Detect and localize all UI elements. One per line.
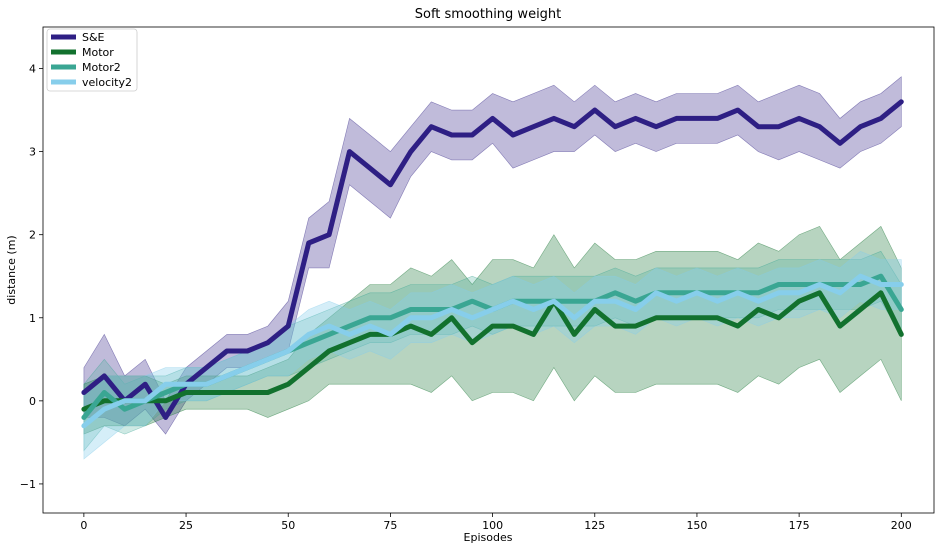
x-tick-label: 175 <box>789 519 810 532</box>
legend-label-velocity2: velocity2 <box>82 76 132 89</box>
x-axis: 0 25 50 75 100 125 150 175 200 <box>80 513 912 532</box>
x-tick-label: 0 <box>80 519 87 532</box>
series-line-motor <box>81 290 904 412</box>
series-line-velocity2 <box>81 273 904 429</box>
legend: S&E Motor Motor2 velocity2 <box>46 28 138 92</box>
legend-label-motor2: Motor2 <box>82 61 121 74</box>
y-tick-label: −1 <box>20 478 36 491</box>
series-line-s-e <box>81 99 904 420</box>
series-lines <box>81 99 904 429</box>
y-tick-label: 0 <box>29 395 36 408</box>
legend-label-motor: Motor <box>82 46 114 59</box>
x-tick-label: 75 <box>383 519 397 532</box>
confidence-bands <box>83 76 902 460</box>
x-tick-label: 50 <box>281 519 295 532</box>
x-tick-label: 25 <box>179 519 193 532</box>
series-band-s-e <box>83 76 902 435</box>
x-tick-label: 100 <box>482 519 503 532</box>
y-tick-label: 2 <box>29 229 36 242</box>
legend-label-s-e: S&E <box>82 31 105 44</box>
plot-frame <box>42 26 935 514</box>
chart-title: Soft smoothing weight <box>415 7 562 22</box>
legend-box <box>46 28 138 92</box>
y-tick-label: 3 <box>29 146 36 159</box>
x-axis-title: Episodes <box>464 531 513 544</box>
y-axis: −1 0 1 2 3 4 <box>20 63 43 491</box>
y-tick-label: 4 <box>29 63 36 76</box>
x-tick-label: 125 <box>584 519 605 532</box>
y-tick-label: 1 <box>29 312 36 325</box>
x-tick-label: 150 <box>686 519 707 532</box>
y-axis-title: distance (m) <box>5 235 18 304</box>
x-tick-label: 200 <box>891 519 912 532</box>
